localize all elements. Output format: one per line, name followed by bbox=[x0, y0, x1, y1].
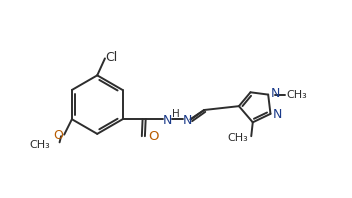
Text: CH₃: CH₃ bbox=[287, 90, 307, 100]
Text: N: N bbox=[163, 113, 172, 127]
Text: Cl: Cl bbox=[106, 51, 118, 64]
Text: CH₃: CH₃ bbox=[30, 140, 50, 150]
Text: N: N bbox=[273, 108, 282, 121]
Text: O: O bbox=[148, 130, 158, 143]
Text: CH₃: CH₃ bbox=[227, 133, 248, 143]
Text: N: N bbox=[270, 87, 280, 100]
Text: O: O bbox=[54, 129, 63, 142]
Text: N: N bbox=[183, 113, 192, 127]
Text: H: H bbox=[172, 109, 180, 119]
